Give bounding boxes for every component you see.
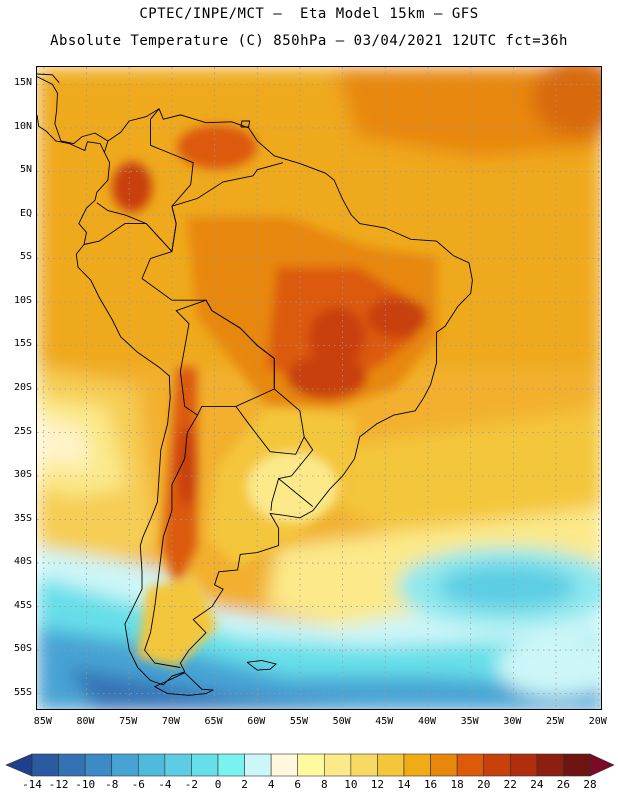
lat-label: 30S [13,469,32,481]
map-frame [36,66,602,710]
lat-label: 20S [13,382,32,393]
colombia-border [96,108,194,253]
colorbar-cell [483,753,511,777]
paraguay-border [235,406,305,455]
colorbar-tick-label: 26 [557,778,570,788]
colorbar-tick-label: 20 [477,778,490,788]
colorbar-tick-label: -12 [49,778,69,788]
andes-border [144,371,199,668]
colorbar-tick-label: -4 [158,778,172,788]
colorbar-cell [84,753,113,777]
colorbar-cell [270,753,299,777]
colorbar-tick-label: 16 [424,778,437,788]
lon-label: 55W [289,716,308,727]
colorbar-tick-label: -6 [132,778,145,788]
colorbar-tick-label: 22 [504,778,517,788]
uruguay-border [270,478,280,511]
colorbar-cell [164,753,192,777]
lat-label: 35S [13,512,32,524]
lon-label: 45W [375,716,394,727]
lat-label: EQ [19,207,32,219]
colorbar-cell [137,753,166,777]
lat-label: 5S [19,251,32,263]
colorbar-cell [430,753,458,777]
lon-label: 30W [503,716,522,727]
lon-label: 70W [161,716,180,727]
lat-label: 10N [13,120,32,132]
colorbar-tick-label: 4 [268,778,275,788]
amazon-border [141,162,284,279]
lon-label: 80W [76,716,95,727]
trinidad [240,120,251,128]
lat-label: 40S [13,556,32,568]
lat-label: 55S [13,686,32,698]
colorbar-cell [191,753,219,777]
colorbar-cell [31,753,59,777]
colorbar-cell [217,753,245,777]
south-america-coast [75,108,473,686]
colorbar-tick-label: 0 [215,778,222,788]
colorbar-tick-label: -2 [185,778,198,788]
colorbar-cell [58,753,86,777]
lon-label: 35W [460,716,479,727]
colorbar-tick-label: 12 [371,778,384,788]
colorbar-tick-label: 14 [397,778,411,788]
temperature-field [37,67,601,709]
lat-label: 5N [19,164,32,176]
colorbar-tick-label: -10 [75,778,95,788]
coastlines [37,73,473,696]
colorbar-cell [350,753,378,777]
colorbar-cell [403,753,431,777]
map-title: CPTEC/INPE/MCT – Eta Model 15km – GFS [139,6,479,22]
lon-label: 50W [332,716,351,727]
colorbar-cell [456,753,485,777]
lat-label: 15S [13,338,32,350]
land-temperature [112,125,437,667]
lon-label: 20W [588,716,607,727]
lon-label: 60W [247,716,266,727]
colorbar-cell [536,753,564,777]
temperature-map [37,67,601,709]
lon-label: 85W [33,716,52,727]
colorbar-cell [377,753,405,777]
lon-label: 75W [119,716,138,727]
colorbar-tick-label: 8 [321,778,328,788]
colorbar-low-arrow [5,753,33,777]
colorbar-tick-label: -8 [105,778,118,788]
lat-label: 15N [13,77,32,89]
colorbar-tick-label: 18 [451,778,464,788]
central-america-coast [37,76,109,145]
colorbar-high-arrow [589,753,615,777]
colorbar-cell [563,753,591,777]
colorbar-tick-label: 24 [530,778,544,788]
lat-label: 25S [13,425,32,437]
map-subtitle: Absolute Temperature (C) 850hPa – 03/04/… [50,33,568,49]
caribbean-islands [37,73,60,83]
lat-label: 45S [13,599,32,611]
bolivia-border [175,299,275,416]
lon-label: 25W [546,716,565,727]
colorbar-tick-label: 2 [241,778,248,788]
colorbar-tick-label: -14 [22,778,42,788]
lat-lon-grid [37,67,601,709]
peru-ecuador-border [83,223,173,252]
colorbar-cell [111,753,139,777]
lat-label: 50S [13,643,32,655]
falklands [246,660,277,671]
lon-label: 40W [417,716,437,727]
colorbar-cell [323,753,352,777]
colorbar-tick-label: 6 [294,778,301,788]
central-america-pacific [37,114,105,153]
colorbar-tick-label: 10 [344,778,357,788]
colorbar-tick-label: 28 [583,778,596,788]
temperature-colorbar: -14 -12 -10 -8 -6 -4 -2 0 2 4 6 8 10 12 14 16 18 20 22 24 26… [5,753,615,788]
lon-label: 65W [204,716,223,727]
colorbar-cell [244,753,272,777]
colorbar-cell [509,753,538,777]
lat-label: 10S [13,294,32,306]
colorbar-cell [297,753,325,777]
tierra-del-fuego [153,672,215,696]
